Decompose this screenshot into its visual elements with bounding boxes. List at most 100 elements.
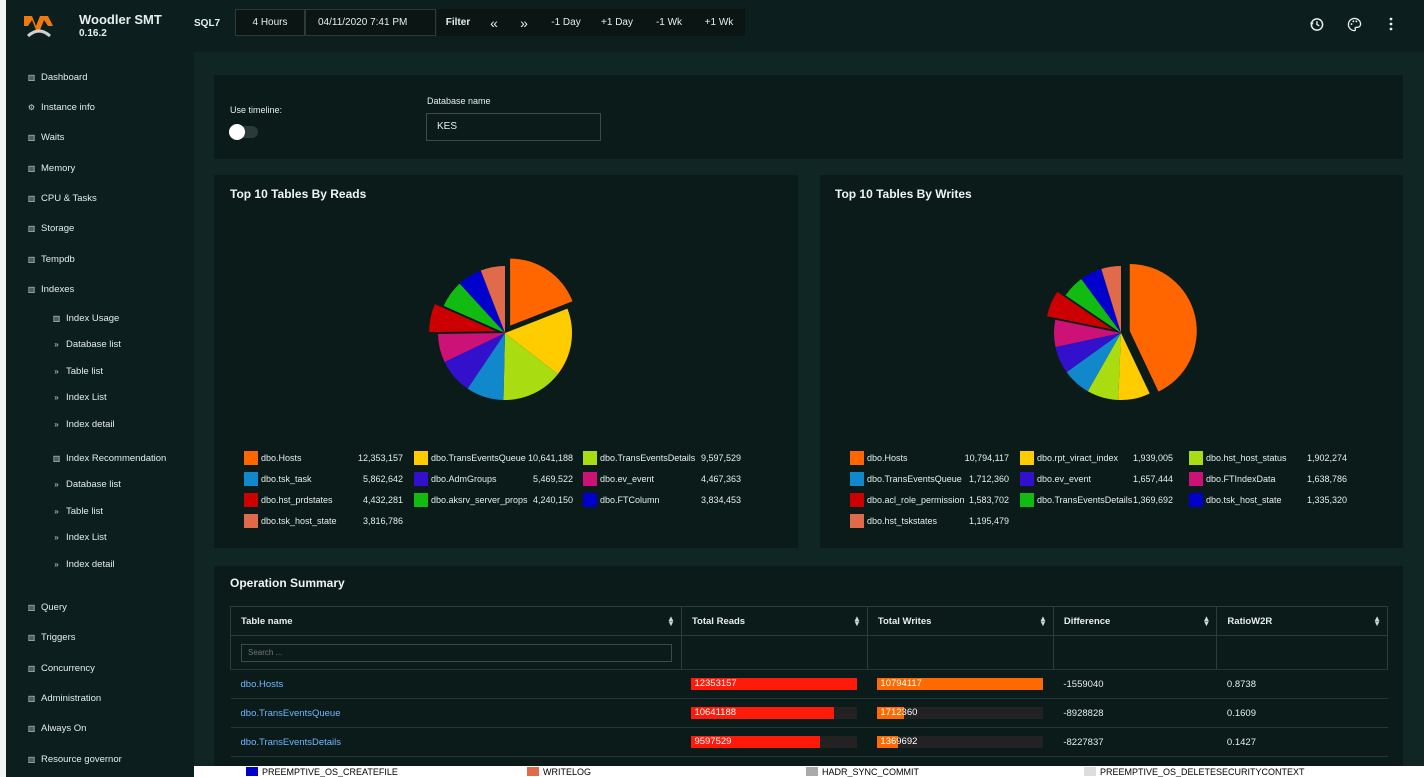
- bar-fill: [691, 678, 858, 690]
- column-header-ratio[interactable]: RatioW2R ▲ ▼: [1216, 606, 1388, 636]
- pie-slice[interactable]: [438, 333, 505, 363]
- pie-slice[interactable]: [1054, 319, 1121, 347]
- sidebar-item-administration[interactable]: ▥ Administration: [26, 693, 101, 704]
- filter-button[interactable]: Filter: [440, 9, 476, 36]
- pie-slice[interactable]: [1081, 268, 1121, 333]
- sort-icon[interactable]: ▲ ▼: [1373, 614, 1381, 628]
- pie-slice[interactable]: [503, 333, 558, 400]
- timeline-toggle-knob[interactable]: [229, 124, 245, 140]
- database-name-input[interactable]: KES: [426, 113, 601, 141]
- legend-item[interactable]: dbo.acl_role_permission: [850, 493, 965, 507]
- sidebar-item-waits[interactable]: ▥ Waits: [26, 132, 65, 143]
- sidebar-item-rec-index-detail[interactable]: » Index detail: [51, 559, 114, 570]
- sidebar-item-index-usage[interactable]: ▥ Index Usage: [51, 313, 120, 324]
- table-name-link[interactable]: dbo.TransEventsDetails: [240, 736, 342, 748]
- sidebar-item-label: Always On: [41, 723, 87, 734]
- pie-slice[interactable]: [1047, 291, 1113, 330]
- sidebar-item-indexes[interactable]: ▥ Indexes: [26, 284, 75, 295]
- column-header-total-writes[interactable]: Total Writes ▲ ▼: [866, 606, 1054, 636]
- sidebar-item-label: Waits: [41, 132, 65, 143]
- minus-day-button[interactable]: -1 Day: [543, 9, 589, 36]
- table-name-link[interactable]: dbo.Hosts: [240, 678, 284, 690]
- sidebar-item-query[interactable]: ▥ Query: [26, 602, 67, 613]
- pie-slice[interactable]: [1066, 333, 1121, 392]
- pie-slice[interactable]: [443, 283, 505, 333]
- sidebar-item-rec-database-list[interactable]: » Database list: [51, 479, 121, 490]
- pie-slice[interactable]: [1087, 333, 1121, 400]
- pie-slice[interactable]: [505, 308, 572, 375]
- datetime-input[interactable]: 04/11/2020 7:41 PM: [305, 9, 436, 36]
- sidebar-item-instance-info[interactable]: ⚙ Instance info: [26, 102, 95, 113]
- sort-icon[interactable]: ▲ ▼: [1038, 614, 1047, 628]
- plus-day-button[interactable]: +1 Day: [594, 9, 640, 36]
- sort-icon[interactable]: ▲ ▼: [1202, 614, 1211, 628]
- sidebar-item-storage[interactable]: ▥ Storage: [26, 223, 75, 234]
- pie-slice[interactable]: [459, 270, 505, 333]
- next-next-button[interactable]: »: [510, 9, 538, 36]
- sidebar-item-database-list[interactable]: » Database list: [51, 339, 121, 350]
- sidebar-item-label: Administration: [41, 693, 102, 704]
- sidebar-item-index-detail[interactable]: » Index detail: [51, 419, 114, 430]
- table-row[interactable]: dbo.Hosts 12353157 10794117 -1559040 0.8738: [230, 669, 1388, 699]
- pie-slice[interactable]: [510, 258, 573, 326]
- pie-slice[interactable]: [467, 333, 505, 400]
- sidebar-item-always-on[interactable]: ▥ Always On: [26, 723, 87, 734]
- legend-item[interactable]: dbo.FTIndexData: [1189, 472, 1276, 486]
- column-header-table-name[interactable]: Table name ▲ ▼: [230, 606, 682, 636]
- plus-week-button[interactable]: +1 Wk: [696, 9, 742, 36]
- pie-slice[interactable]: [1118, 333, 1150, 400]
- table-name-link[interactable]: dbo.TransEventsQueue: [240, 707, 341, 719]
- sidebar-item-rec-table-list[interactable]: » Table list: [51, 506, 103, 517]
- column-header-total-reads[interactable]: Total Reads ▲ ▼: [680, 606, 868, 636]
- legend-item[interactable]: dbo.ev_event: [1020, 472, 1091, 486]
- legend-item[interactable]: dbo.rpt_viract_index: [1020, 451, 1118, 465]
- sidebar-item-rec-index-list[interactable]: » Index List: [51, 532, 106, 543]
- sort-icon[interactable]: ▲ ▼: [667, 614, 675, 628]
- legend-item[interactable]: dbo.tsk_task: [244, 472, 312, 486]
- sidebar-item-triggers[interactable]: ▥ Triggers: [26, 632, 76, 643]
- legend-item[interactable]: dbo.TransEventsQueue: [850, 472, 962, 486]
- sidebar-item-resource-governor[interactable]: ▥ Resource governor: [26, 754, 122, 765]
- history-icon[interactable]: [1308, 16, 1324, 32]
- table-search-input[interactable]: [241, 643, 672, 662]
- sidebar-item-concurrency[interactable]: ▥ Concurrency: [26, 663, 95, 674]
- pie-slice[interactable]: [1065, 278, 1121, 333]
- sidebar-item-cpu-tasks[interactable]: ▥ CPU & Tasks: [26, 193, 97, 204]
- pie-slice[interactable]: [429, 304, 497, 333]
- legend-item[interactable]: dbo.hst_host_status: [1189, 451, 1287, 465]
- legend-item[interactable]: dbo.hst_prdstates: [244, 493, 333, 507]
- legend-item[interactable]: dbo.FTColumn: [583, 493, 660, 507]
- more-vert-icon[interactable]: [1383, 16, 1399, 32]
- minus-week-button[interactable]: -1 Wk: [646, 9, 692, 36]
- pie-slice[interactable]: [1101, 266, 1121, 333]
- pie-slice[interactable]: [1129, 264, 1197, 392]
- sidebar-item-memory[interactable]: ▥ Memory: [26, 163, 76, 174]
- legend-item[interactable]: dbo.tsk_host_state: [1189, 493, 1282, 507]
- pie-slice[interactable]: [1055, 333, 1121, 373]
- legend-item[interactable]: dbo.TransEventsQueue: [414, 451, 526, 465]
- legend-item[interactable]: dbo.tsk_host_state: [244, 514, 337, 528]
- table-row[interactable]: dbo.TransEventsDetails 9597529 1369692 -822…: [230, 727, 1388, 757]
- legend-item[interactable]: dbo.Hosts: [244, 451, 302, 465]
- legend-item[interactable]: dbo.TransEventsDetails: [583, 451, 695, 465]
- bar-fill: [691, 736, 821, 748]
- sidebar-item-table-list[interactable]: » Table list: [51, 366, 103, 377]
- pie-slice[interactable]: [480, 266, 505, 333]
- legend-item[interactable]: dbo.AdmGroups: [414, 472, 497, 486]
- prev-prev-button[interactable]: «: [480, 9, 508, 36]
- legend-item[interactable]: dbo.aksrv_server_props: [414, 493, 528, 507]
- legend-item[interactable]: dbo.hst_tskstates: [850, 514, 937, 528]
- sidebar-item-index-recommendation[interactable]: ▥ Index Recommendation: [51, 453, 167, 464]
- table-row[interactable]: dbo.TransEventsQueue 10641188 1712360 -8928…: [230, 698, 1388, 728]
- legend-item[interactable]: dbo.TransEventsDetails: [1020, 493, 1132, 507]
- sort-icon[interactable]: ▲ ▼: [852, 614, 861, 628]
- legend-item[interactable]: dbo.Hosts: [850, 451, 908, 465]
- sidebar-item-index-list[interactable]: » Index List: [51, 392, 106, 403]
- sidebar-item-dashboard[interactable]: ▥ Dashboard: [26, 72, 88, 83]
- sidebar-item-tempdb[interactable]: ▥ Tempdb: [26, 254, 75, 265]
- range-select[interactable]: 4 Hours: [235, 9, 305, 36]
- palette-icon[interactable]: [1346, 16, 1362, 32]
- pie-slice[interactable]: [444, 333, 505, 389]
- legend-item[interactable]: dbo.ev_event: [583, 472, 654, 486]
- column-header-difference[interactable]: Difference ▲ ▼: [1052, 606, 1218, 636]
